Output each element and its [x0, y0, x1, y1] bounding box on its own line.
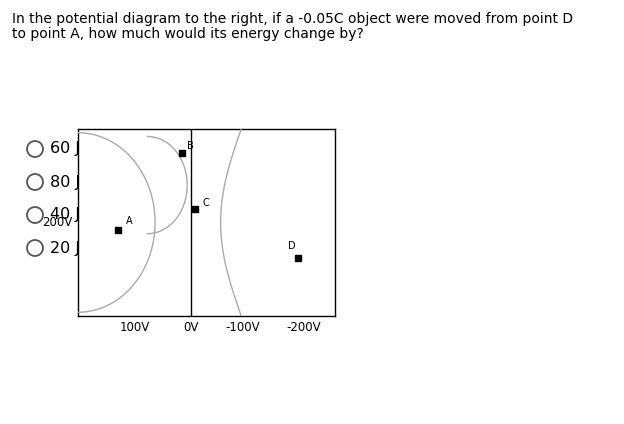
Text: 100V: 100V: [119, 321, 150, 334]
Circle shape: [27, 240, 43, 256]
Text: A: A: [125, 216, 132, 226]
Text: 20 J: 20 J: [50, 240, 80, 256]
Circle shape: [27, 207, 43, 223]
Text: 40 J: 40 J: [50, 207, 80, 223]
Text: -200V: -200V: [287, 321, 321, 334]
Text: In the potential diagram to the right, if a -0.05C object were moved from point : In the potential diagram to the right, i…: [12, 12, 573, 26]
Circle shape: [27, 174, 43, 190]
Circle shape: [27, 141, 43, 157]
Text: 200V: 200V: [42, 216, 72, 229]
Text: 80 J: 80 J: [50, 175, 80, 190]
Text: C: C: [203, 198, 210, 207]
Text: B: B: [187, 142, 194, 151]
Text: D: D: [288, 240, 295, 251]
Text: to point A, how much would its energy change by?: to point A, how much would its energy ch…: [12, 27, 364, 41]
Text: -100V: -100V: [225, 321, 260, 334]
Text: 60 J: 60 J: [50, 142, 80, 156]
Text: 0V: 0V: [183, 321, 199, 334]
